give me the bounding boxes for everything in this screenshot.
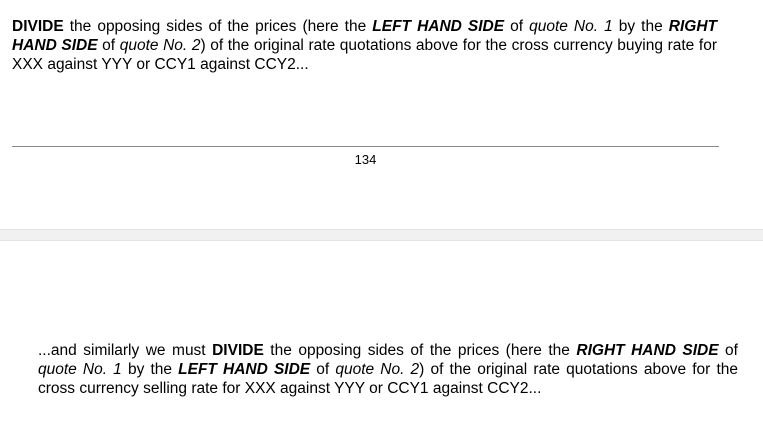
paragraph-run: ...and similarly we must [38,342,213,359]
paragraph-run: the opposing sides of the prices (here t… [63,18,373,35]
paragraph-run: the opposing sides of the prices (here t… [263,342,577,359]
footer-rule [12,146,719,147]
paragraph-run: by the [121,361,179,378]
paragraph-run: RIGHT HAND SIDE [576,342,719,359]
paragraph-run: RIGHT HAND SIDE [12,18,717,54]
paragraph-run: ) of the original rate quotations above … [38,361,738,397]
paragraph-run: quote No. 1 [529,18,613,35]
paragraph-run: of [310,361,336,378]
paragraph-selling-rate: ...and similarly we must DIVIDE the oppo… [38,341,738,398]
paragraph-run: of [718,342,738,359]
paragraph-run: LEFT HAND SIDE [372,18,505,35]
document-page-bottom: ...and similarly we must DIVIDE the oppo… [0,241,763,437]
page-separator [0,229,763,241]
document-page-top: DIVIDE the opposing sides of the prices … [12,17,719,167]
paragraph-run: by the [612,18,669,35]
paragraph-run: quote No. 2 [119,37,201,54]
paragraph-run: LEFT HAND SIDE [178,361,311,378]
paragraph-run: quote No. 1 [38,361,122,378]
paragraph-run: of [504,18,530,35]
paragraph-run: DIVIDE [12,18,64,35]
paragraph-run: of [97,37,120,54]
paragraph-run: quote No. 2 [335,361,420,378]
paragraph-run: DIVIDE [212,342,264,359]
page-number: 134 [354,152,377,167]
paragraph-buying-rate: DIVIDE the opposing sides of the prices … [12,17,717,74]
paragraph-run: ) of the original rate quotations above … [12,37,717,73]
